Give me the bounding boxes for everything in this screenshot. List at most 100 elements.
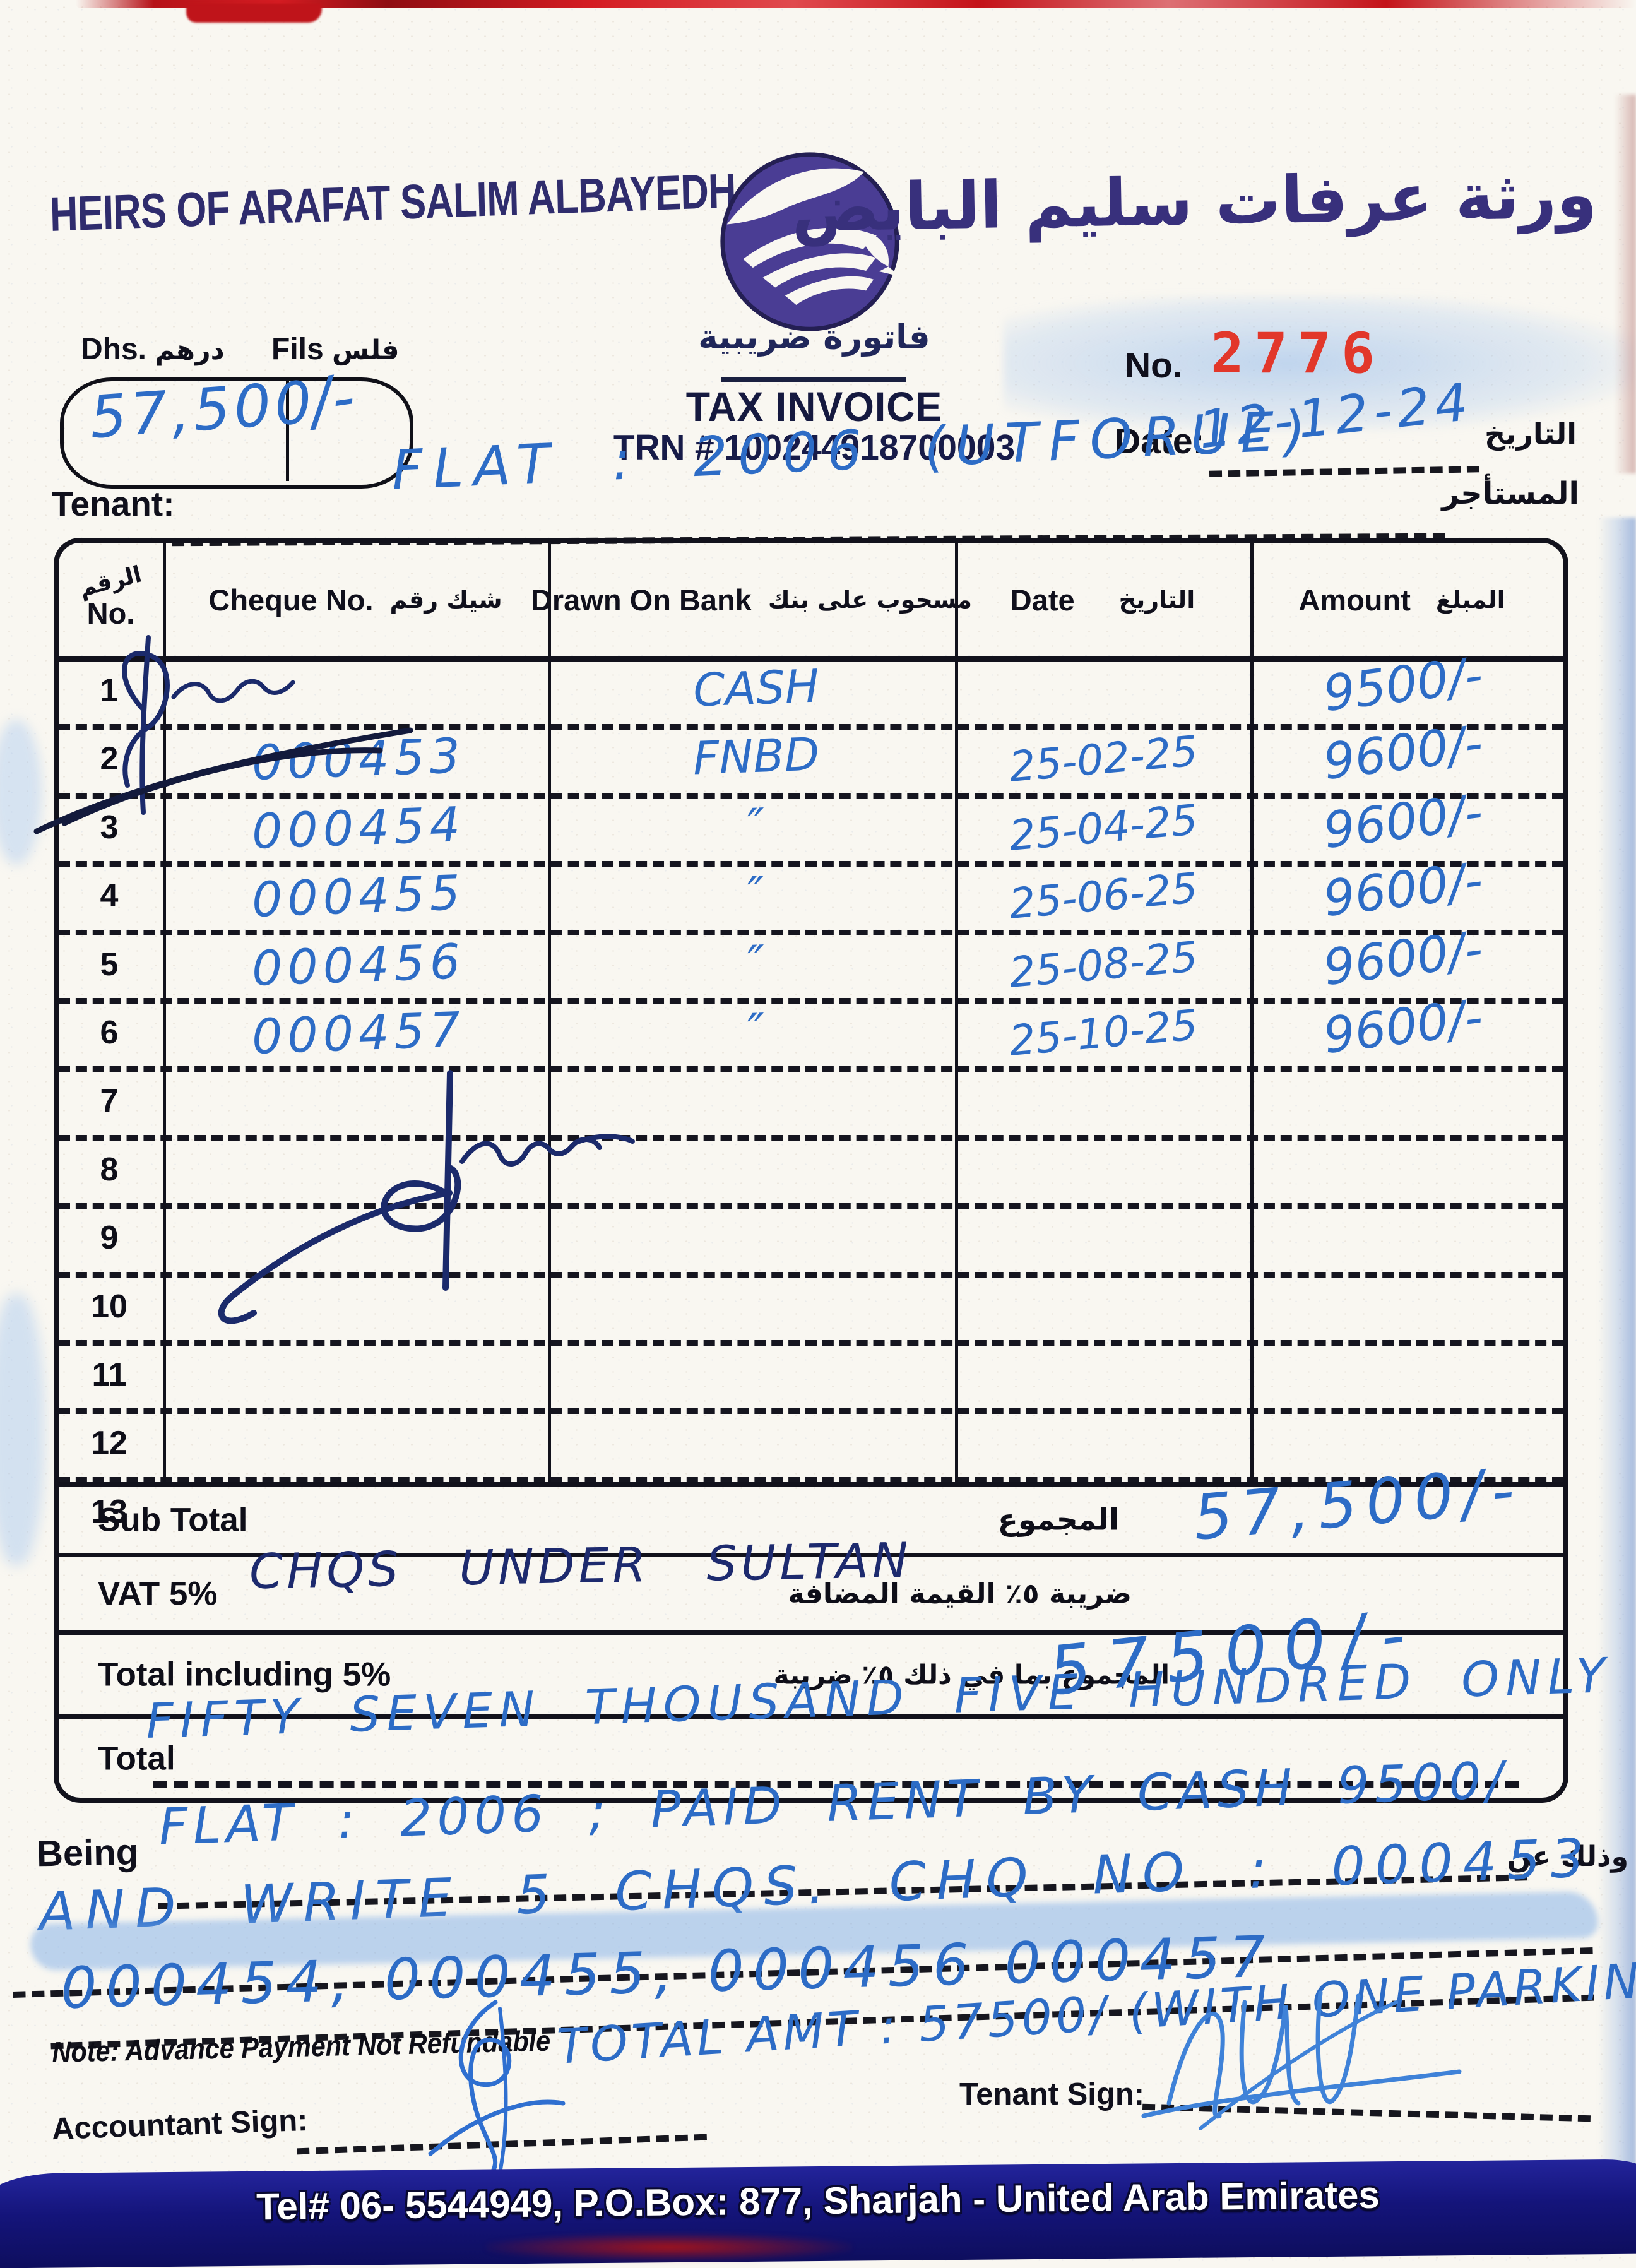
accountant-signature	[428, 2000, 566, 2175]
right-edge-stain-top	[1615, 95, 1636, 473]
being-label: Being	[36, 1831, 139, 1875]
amount-box-divider	[286, 377, 289, 481]
cheque-date-handwritten: 25-04-25	[1007, 795, 1200, 860]
header-cheque-no: Cheque No. شيك رقم	[208, 583, 502, 617]
vat-row: VAT 5% ضريبة ٥٪ القيمة المضافة	[59, 1557, 1563, 1635]
row-number: 11	[92, 1356, 127, 1393]
scan-red-edge	[76, 0, 1636, 8]
title-underline	[721, 377, 906, 382]
cheque-no-handwritten: 000455	[251, 864, 466, 929]
total-including-label: Total including 5%	[98, 1656, 391, 1694]
total-including-label-arabic: المجموع بما في ذلك ٥٪ ضريبة	[773, 1659, 1170, 1690]
invoice-no-label: No.	[1125, 345, 1183, 386]
subtotal-label-arabic: المجموع	[997, 1502, 1119, 1538]
falcon-logo-icon	[720, 152, 901, 331]
row-number: 3	[100, 809, 119, 846]
bank-handwritten: ″	[747, 866, 766, 920]
cheque-table: الرقم No. Cheque No. شيك رقم Drawn On Ba…	[54, 538, 1568, 1530]
table-header: الرقم No. Cheque No. شيك رقم Drawn On Ba…	[59, 543, 1563, 662]
table-row: 4 000455 ″ 25-06-25 9600/-	[59, 852, 1563, 935]
main-signature	[218, 1070, 635, 1324]
date-label: Date:	[1115, 421, 1205, 461]
being-label-arabic: وذلك عن	[1507, 1841, 1628, 1873]
table-row: 2 000453 FNBD 25-02-25 9600/-	[59, 715, 1563, 799]
vat-note-handwritten: CHQS UNDER SULTAN	[249, 1531, 913, 1600]
header-date: Date التاريخ	[1010, 583, 1195, 617]
row-number: 6	[100, 1014, 119, 1051]
subtotal-row: Sub Total المجموع	[59, 1487, 1563, 1557]
table-row: 10	[59, 1278, 1563, 1346]
total-including-row: Total including 5% المجموع بما في ذلك ٥٪…	[59, 1635, 1563, 1719]
cheque-date-handwritten: 25-06-25	[1007, 864, 1200, 929]
row-number: 4	[100, 877, 119, 915]
column-line	[955, 543, 958, 1487]
row-number: 1	[100, 672, 119, 709]
cheque-date-handwritten: 25-02-25	[1007, 727, 1200, 792]
table-row: 12	[59, 1414, 1563, 1483]
dhs-label: Dhs. درهم	[81, 333, 225, 366]
bank-handwritten: CASH	[692, 659, 821, 717]
row1-signature	[33, 635, 413, 834]
table-body: 1 CASH 9500/- 2 000453 FNBD 25-02-25 960…	[59, 647, 1563, 1545]
table-row: 7	[59, 1072, 1563, 1141]
table-row: 9	[59, 1209, 1563, 1278]
header-amount: Amount المبلغ	[1298, 583, 1505, 617]
subtotal-label: Sub Total	[98, 1501, 248, 1539]
table-row: 11	[59, 1346, 1563, 1415]
row-number: 5	[100, 946, 119, 983]
total-row: Total	[59, 1719, 1563, 1798]
bank-handwritten: FNBD	[692, 727, 821, 785]
bank-handwritten: ″	[747, 798, 766, 852]
row-number: 7	[100, 1083, 119, 1120]
tax-invoice-arabic: فاتورة ضريبية	[698, 318, 930, 357]
totals-section: Sub Total المجموع VAT 5% ضريبة ٥٪ القيمة…	[54, 1482, 1568, 1803]
amount-box	[60, 377, 413, 489]
row-number: 13	[91, 1493, 127, 1530]
header-drawn-on-bank: Drawn On Bank مسحوب على بنك	[530, 583, 973, 617]
total-label: Total	[98, 1740, 175, 1778]
tenant-signature	[1141, 1990, 1462, 2130]
total-line	[153, 1781, 1519, 1788]
row-number: 9	[100, 1220, 119, 1257]
table-row: 3 000454 ″ 25-04-25 9600/-	[59, 784, 1563, 867]
column-line	[548, 543, 551, 1487]
fils-amount-handwritten: /-	[305, 359, 360, 439]
table-row: 5 000456 ″ 25-08-25 9600/-	[59, 920, 1563, 1004]
bank-handwritten: ″	[747, 935, 766, 989]
tenant-label: Tenant:	[52, 484, 175, 523]
footer-red-stain	[486, 2233, 852, 2261]
column-line	[163, 543, 166, 1487]
company-name-arabic: ورثة عرفات سليم البايض	[790, 157, 1597, 247]
scan-red-edge-drip	[186, 4, 322, 23]
cheque-no-handwritten: 000456	[251, 932, 466, 997]
table-row: 13	[59, 1483, 1563, 1545]
cheque-date-handwritten: 25-08-25	[1007, 932, 1200, 997]
vat-label-arabic: ضريبة ٥٪ القيمة المضافة	[788, 1577, 1132, 1610]
cheque-no-handwritten: 000457	[251, 1001, 466, 1065]
table-row: 6 000457 ″ 25-10-25 9600/-	[59, 989, 1563, 1072]
row-number: 8	[100, 1151, 119, 1188]
cheque-date-handwritten: 25-10-25	[1007, 1000, 1200, 1066]
left-edge-stain	[0, 720, 42, 865]
row-number: 12	[91, 1425, 127, 1462]
accountant-sign-label: Accountant Sign:	[51, 2103, 309, 2147]
right-edge-stain	[1598, 518, 1636, 2184]
row-number: 10	[91, 1288, 127, 1325]
vat-label: VAT 5%	[98, 1575, 218, 1613]
company-name-english: HEIRS OF ARAFAT SALIM ALBAYEDH	[49, 163, 737, 242]
fils-label: Fils فلس	[271, 333, 400, 366]
trn-number: TRN # 100244918700003	[613, 427, 1016, 468]
date-label-arabic: التاريخ	[1485, 417, 1577, 451]
bank-handwritten: ″	[747, 1003, 766, 1057]
invoice-number: 2776	[1211, 321, 1385, 386]
tax-invoice-title: TAX INVOICE	[685, 383, 943, 430]
row-number: 2	[100, 740, 119, 778]
table-row: 1 CASH 9500/-	[59, 647, 1563, 730]
header-no: الرقم No.	[76, 561, 145, 630]
table-row: 8	[59, 1141, 1563, 1209]
blue-ink-stain	[1004, 295, 1635, 431]
date-line	[1209, 466, 1480, 477]
column-line	[1250, 543, 1254, 1487]
tenant-label-arabic: المستأجر	[1442, 476, 1579, 511]
tenant-sign-label: Tenant Sign:	[959, 2077, 1145, 2111]
